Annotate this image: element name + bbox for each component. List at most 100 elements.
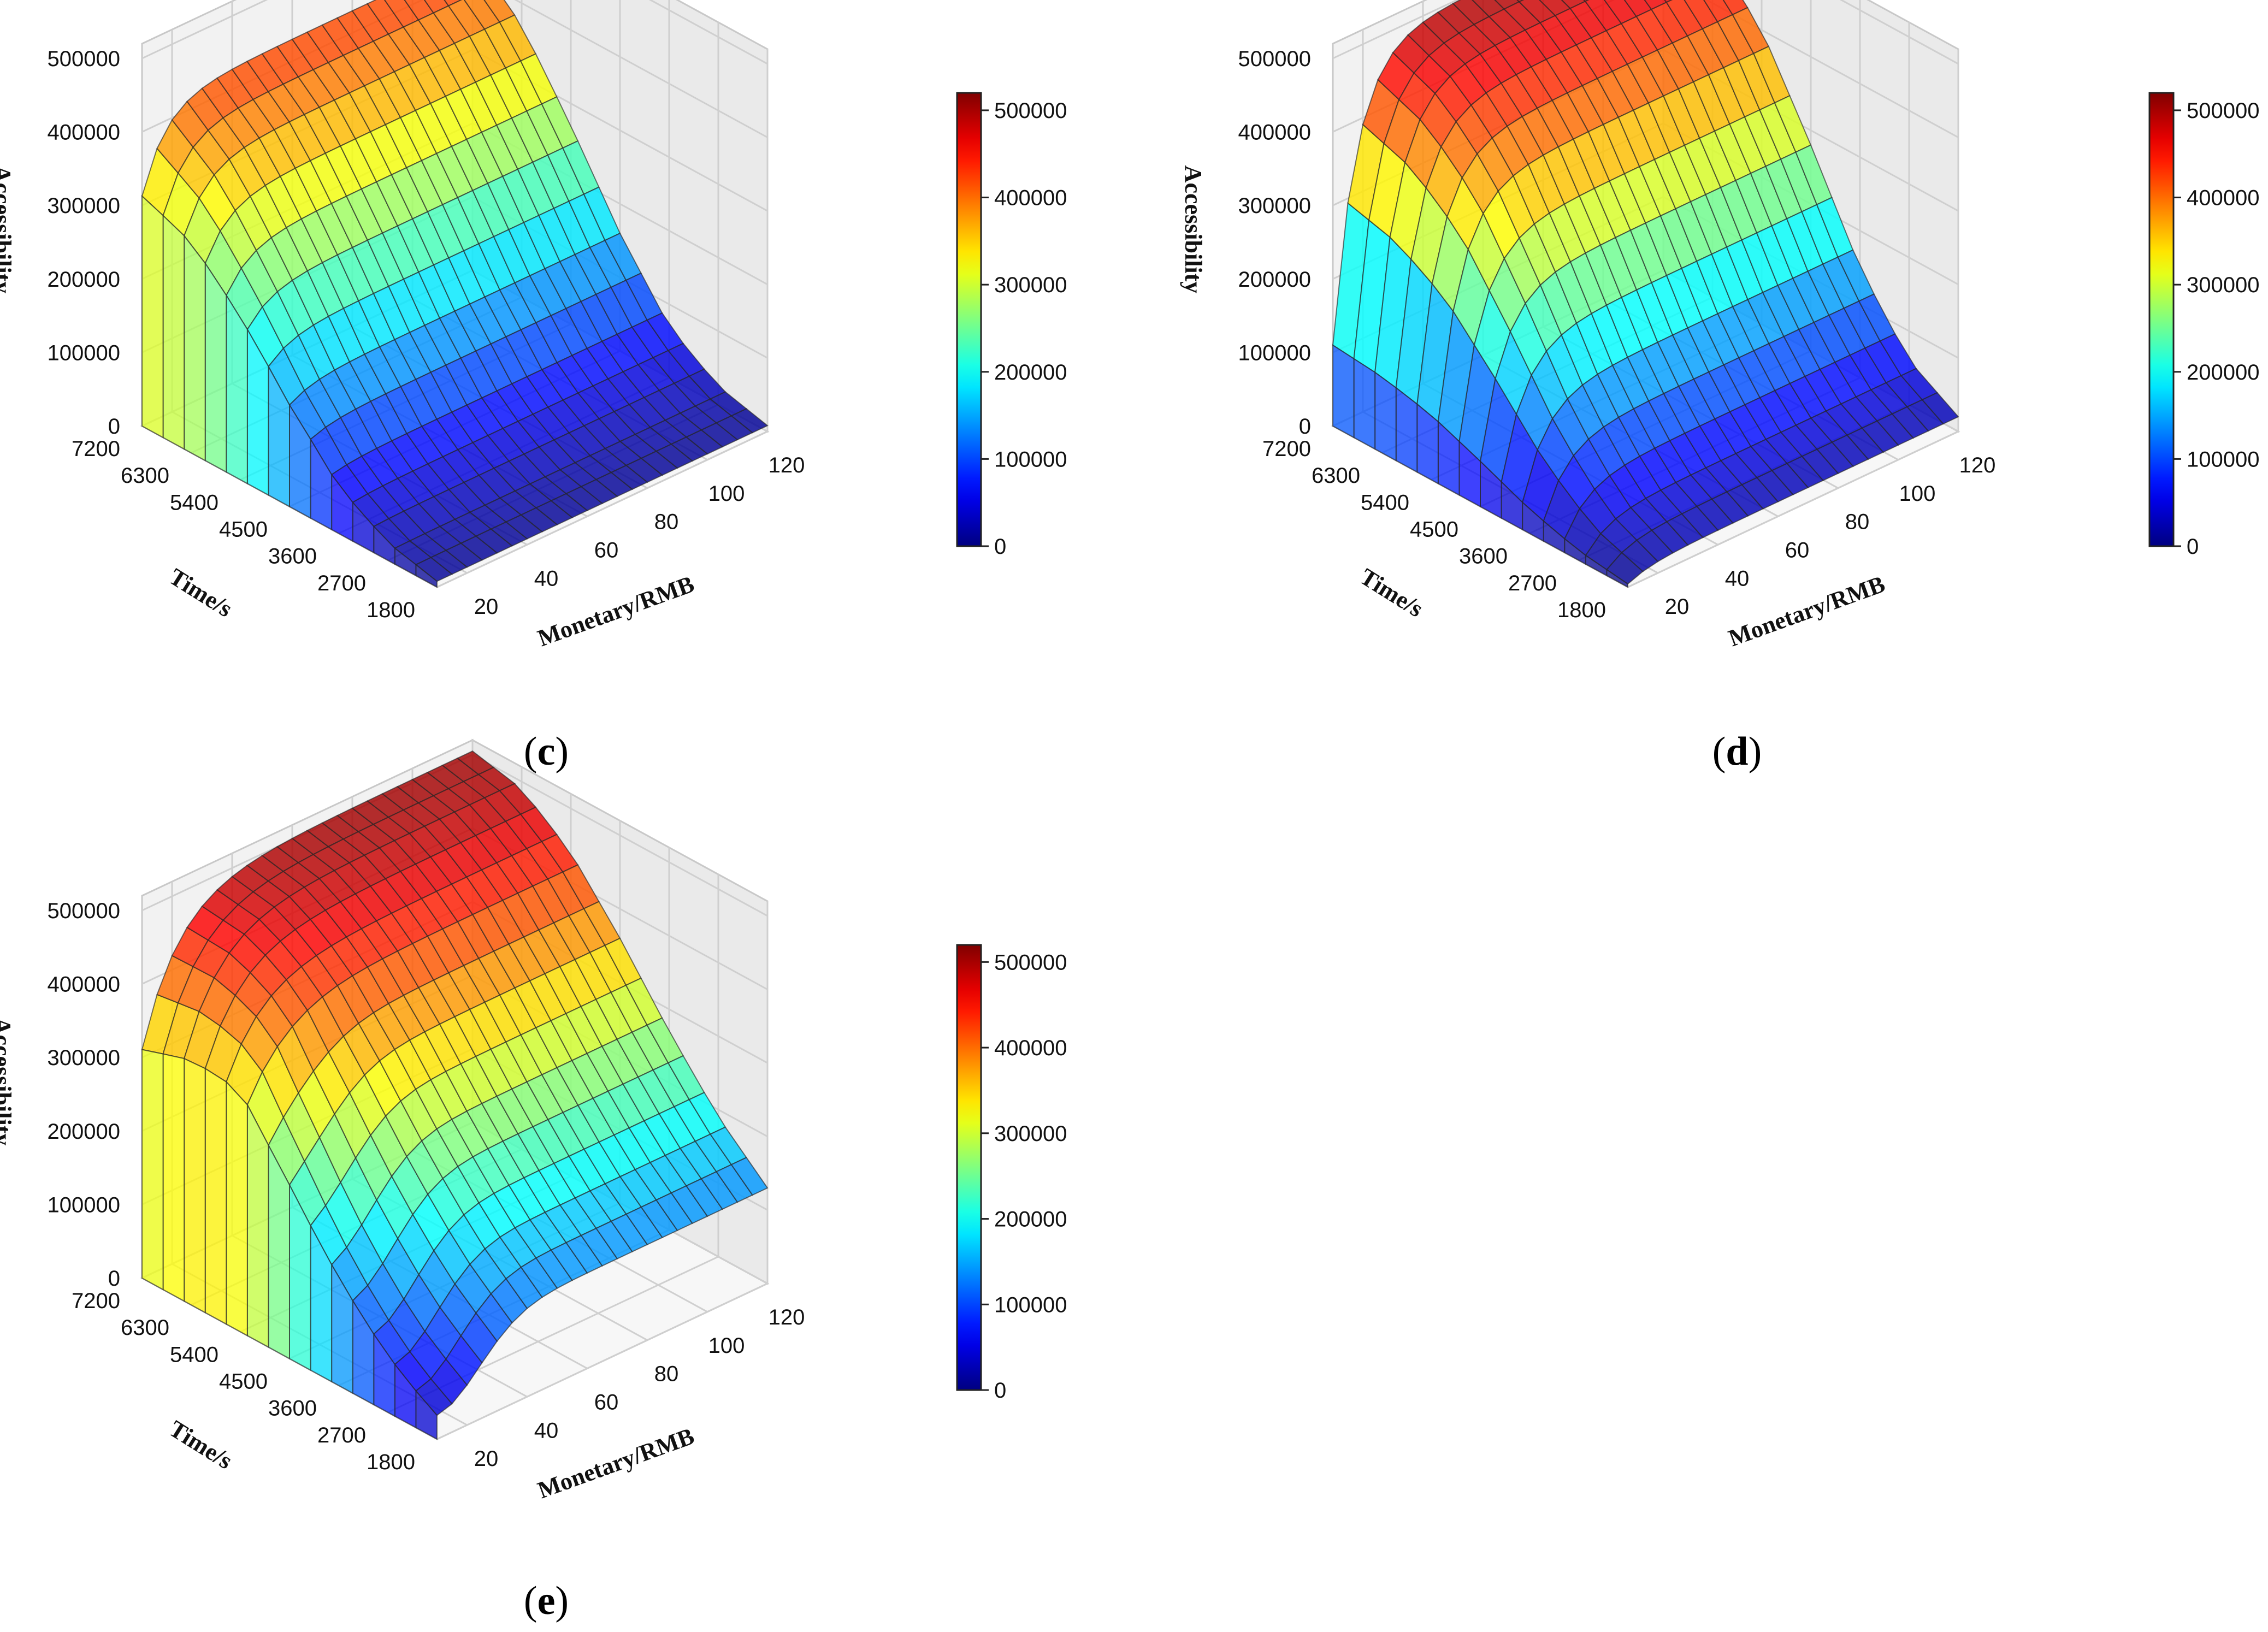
z-tick-label: 0 (1299, 415, 1311, 439)
surface-wall-cell (204, 1067, 227, 1325)
colorbar-tick-label: 300000 (994, 1122, 1067, 1146)
z-tick-label: 0 (108, 1267, 120, 1291)
y-tick-label: 1800 (367, 1450, 415, 1474)
surface-wall-cell (141, 1049, 164, 1291)
colorbar-tick-label: 200000 (994, 1208, 1067, 1232)
y-tick-label: 6300 (1312, 464, 1360, 488)
colorbar-tick-label: 100000 (994, 447, 1067, 471)
colorbar-tick-label: 400000 (2187, 186, 2259, 210)
y-tick-label: 3600 (1459, 545, 1508, 569)
colorbar (2149, 93, 2174, 546)
y-axis-title: Time/s (1355, 563, 1428, 622)
panel-label: (e) (524, 1578, 569, 1623)
colorbar-tick-label: 500000 (994, 99, 1067, 123)
z-tick-label: 300000 (1238, 194, 1311, 218)
colorbar (957, 945, 981, 1390)
y-tick-label: 3600 (268, 1397, 317, 1421)
surface-wall-cell (246, 1104, 269, 1349)
surface-wall-cell (1332, 344, 1355, 439)
x-tick-label: 60 (594, 538, 619, 562)
z-tick-label: 300000 (48, 1046, 120, 1070)
z-tick-label: 200000 (48, 268, 120, 292)
y-tick-label: 7200 (72, 437, 120, 461)
y-tick-label: 5400 (170, 1343, 218, 1367)
panel-c: 0 100000 200000 300000 400000 500000 180027003… (0, 0, 1067, 774)
x-tick-label: 20 (1665, 595, 1690, 619)
x-tick-label: 20 (474, 595, 499, 619)
y-tick-label: 7200 (72, 1289, 120, 1313)
z-axis-title: Accessibility (1180, 165, 1207, 294)
z-tick-label: 100000 (1238, 341, 1311, 365)
colorbar-tick-label: 500000 (994, 950, 1067, 974)
x-tick-label: 60 (594, 1390, 619, 1414)
y-tick-label: 4500 (1410, 518, 1458, 542)
gridline-z (141, 0, 768, 65)
x-axis-title: Monetary/RMB (534, 1422, 698, 1504)
y-tick-label: 5400 (170, 490, 218, 515)
z-tick-label: 500000 (1238, 47, 1311, 71)
surface-wall-cell (226, 1080, 248, 1337)
surface-wall-cell (184, 1057, 206, 1314)
colorbar-tick-label: 300000 (2187, 273, 2259, 297)
z-tick-label: 500000 (48, 47, 120, 71)
colorbar-frame (2148, 92, 2175, 547)
x-tick-label: 100 (708, 482, 745, 506)
z-tick-label: 100000 (48, 341, 120, 365)
x-tick-label: 120 (1959, 453, 1996, 477)
colorbar (957, 93, 981, 546)
z-tick-label: 100000 (48, 1193, 120, 1217)
y-tick-label: 1800 (1557, 598, 1606, 622)
x-tick-label: 100 (708, 1334, 745, 1358)
x-tick-label: 80 (1845, 510, 1870, 534)
colorbar-tick-label: 100000 (994, 1293, 1067, 1317)
surface-wall-cell (204, 261, 227, 473)
surface-cell (730, 408, 769, 434)
colorbar-tick-label: 200000 (2187, 360, 2259, 385)
surface-wall-cell (1374, 371, 1397, 462)
panel-label: (c) (524, 729, 569, 774)
z-tick-label: 400000 (48, 973, 120, 997)
y-axis-title: Time/s (164, 563, 237, 622)
y-tick-label: 2700 (1508, 571, 1557, 595)
y-tick-label: 4500 (219, 518, 268, 542)
y-tick-label: 2700 (317, 1423, 366, 1447)
surface-wall-cell (226, 293, 248, 485)
x-axis-title: Monetary/RMB (534, 570, 698, 652)
y-tick-label: 4500 (219, 1370, 268, 1394)
z-tick-label: 300000 (48, 194, 120, 218)
x-axis-title: Monetary/RMB (1725, 570, 1888, 652)
x-tick-label: 120 (769, 453, 805, 477)
colorbar-tick-label: 100000 (2187, 447, 2259, 471)
panel-label: (d) (1712, 729, 1762, 774)
z-tick-label: 200000 (1238, 268, 1311, 292)
surface-wall-cell (162, 1053, 185, 1302)
z-tick-label: 200000 (48, 1120, 120, 1144)
z-axis-title: Accessibility (0, 1018, 16, 1146)
surface-cell (1921, 392, 1959, 425)
z-tick-label: 0 (108, 415, 120, 439)
z-axis-title: Accessibility (0, 165, 16, 294)
gridline-z (1332, 0, 1959, 65)
colorbar-frame (956, 944, 982, 1391)
x-tick-label: 40 (534, 566, 559, 590)
x-tick-label: 80 (654, 1362, 679, 1386)
y-tick-label: 6300 (121, 464, 169, 488)
x-tick-label: 60 (1785, 538, 1810, 562)
z-tick-label: 400000 (1238, 121, 1311, 145)
colorbar-tick-label: 500000 (2187, 99, 2259, 123)
x-tick-label: 120 (769, 1305, 805, 1329)
panel-d: 0100000200000300000400000500000180027003… (1180, 0, 2259, 774)
x-tick-label: 20 (474, 1447, 499, 1471)
z-tick-label: 500000 (48, 899, 120, 923)
x-tick-label: 40 (1725, 566, 1750, 590)
y-tick-label: 2700 (317, 571, 366, 595)
y-tick-label: 6300 (121, 1316, 169, 1340)
colorbar-tick-label: 200000 (994, 360, 1067, 385)
y-tick-label: 3600 (268, 545, 317, 569)
colorbar-tick-label: 400000 (994, 186, 1067, 210)
colorbar-tick-label: 0 (2187, 535, 2199, 559)
y-tick-label: 1800 (367, 598, 415, 622)
surface-wall-cell (141, 194, 164, 439)
colorbar-tick-label: 0 (994, 1379, 1006, 1403)
